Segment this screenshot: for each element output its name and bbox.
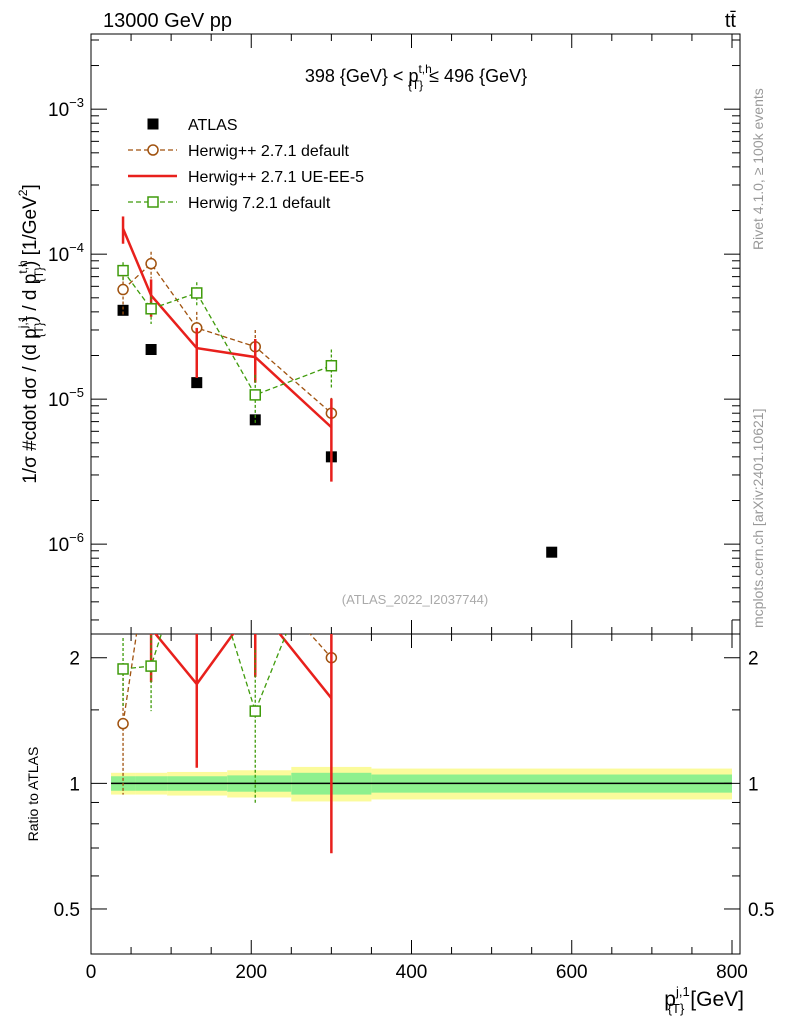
legend-label-herwig-7-2-1-default: Herwig 7.2.1 default	[188, 195, 331, 212]
x-tick-label: 800	[716, 962, 748, 983]
herwig-7-2-1-default-point	[145, 303, 157, 315]
y-axis-title: 1/σ #cdot dσ / (d pj,1{T}) / d pt,h {T}) …	[16, 184, 46, 484]
legend-marker-herwig-7-2-1-default	[147, 196, 159, 208]
herwig-7-2-1-default-point	[325, 359, 338, 372]
ratio-herwig-2-7-1-ue-ee-5-line	[153, 634, 333, 699]
y-axis-title-b-sub: {T}	[32, 267, 46, 282]
herwig-2-7-1-default-line	[122, 262, 332, 414]
main-marks-clip-group	[117, 216, 558, 558]
ratio-plot-marks	[117, 516, 338, 854]
process-label: tt̄	[725, 10, 737, 32]
ratio-tick-label-right: 0.5	[748, 900, 774, 921]
herwig-7-2-1-default-point	[249, 389, 262, 401]
atlas-data-point	[117, 304, 129, 316]
ratio-axis-title: Ratio to ATLAS	[25, 747, 41, 842]
ratio-tick-label-right: 1	[748, 774, 759, 795]
chart-title-post: ≤ 496 {GeV}	[429, 66, 527, 86]
y-axis-title-d: ]	[20, 184, 41, 189]
y-tick-label-exponent: −5	[69, 385, 84, 400]
ratio-herwig-2-7-1-default-line	[122, 634, 332, 724]
herwig-2-7-1-ue-ee-5-line	[121, 228, 333, 429]
y-axis-title-a: 1/σ #cdot dσ / (d p	[20, 328, 41, 483]
ratio-uncertainty-bands	[111, 766, 732, 802]
legend: ATLAS Herwig++ 2.7.1 default Herwig++ 2.7.…	[128, 117, 364, 212]
ratio-herwig-2-7-1-default-point	[146, 532, 156, 542]
legend-label-atlas: ATLAS	[188, 117, 238, 134]
ratio-tick-label: 1	[69, 774, 80, 795]
ratio-herwig-2-7-1-default-point	[117, 717, 129, 730]
ratio-herwig-7-2-1-default-line	[122, 634, 287, 714]
atlas-data-point	[546, 546, 558, 558]
herwig-7-2-1-default-point	[117, 264, 129, 277]
mcplots-label: mcplots.cern.ch [arXiv:2401.10621]	[750, 409, 766, 628]
legend-label-herwig-2-7-1-ue-ee-5: Herwig++ 2.7.1 UE-EE-5	[188, 169, 364, 186]
y-tick-label: 10−3	[48, 95, 84, 121]
y-axis-title-c: ) [1/GeV	[20, 196, 41, 267]
atlas-data-point	[191, 377, 203, 389]
ratio-herwig-2-7-1-default-point	[192, 621, 202, 631]
atlas-data-point	[145, 344, 157, 356]
legend-label-herwig-2-7-1-default: Herwig++ 2.7.1 default	[188, 143, 350, 160]
herwig-7-2-1-default-point	[191, 287, 203, 299]
y-tick-label-exponent: −4	[69, 240, 84, 255]
chart-title: 398 {GeV} < pt,h {T} ≤ 496 {GeV}	[305, 62, 527, 92]
ratio-plot-frame	[90, 633, 741, 955]
y-axis-title-a-sub: {T}	[32, 322, 46, 337]
y-tick-label: 10−5	[48, 385, 84, 411]
x-axis-title-sub: {T}	[668, 1001, 685, 1016]
x-axis-title-post: [GeV]	[690, 988, 744, 1011]
rivet-version-label: Rivet 4.1.0, ≥ 100k events	[750, 88, 766, 250]
ratio-herwig-7-2-1-default-point	[192, 518, 202, 528]
ratio-herwig-7-2-1-default-point	[117, 663, 129, 675]
ratio-herwig-7-2-1-default-point	[249, 705, 262, 717]
legend-marker-herwig-2-7-1-default	[147, 144, 159, 156]
y-tick-label-base: 10	[48, 535, 69, 556]
ratio-series-group	[117, 516, 338, 854]
x-tick-label: 600	[556, 962, 588, 983]
y-axis-title-b: ) / d p	[20, 274, 41, 323]
y-tick-label-base: 10	[48, 245, 69, 266]
y-tick-label-exponent: −3	[69, 95, 84, 110]
ratio-tick-label-right: 2	[748, 649, 759, 670]
y-tick-label-base: 10	[48, 100, 69, 121]
energy-label: 13000 GeV pp	[103, 10, 232, 32]
herwig-7-2-1-default-line	[122, 270, 332, 396]
ratio-tick-label: 2	[69, 649, 80, 670]
x-tick-label: 0	[86, 962, 97, 983]
y-axis-title-b-sup: t,h	[16, 260, 30, 273]
y-tick-label: 10−6	[48, 530, 84, 556]
atlas-data-point	[249, 414, 261, 426]
x-tick-label: 400	[396, 962, 428, 983]
herwig-2-7-1-default-point	[145, 257, 157, 270]
y-axis-title-a-sup: j,1	[16, 315, 30, 329]
x-axis-title: pj,1 {T} [GeV]	[664, 984, 744, 1016]
ratio-herwig-7-2-1-default-point	[326, 516, 336, 526]
y-tick-label-exponent: −6	[69, 530, 84, 545]
y-tick-label: 10−4	[48, 240, 84, 266]
legend-marker-atlas	[147, 118, 159, 130]
x-axis-title-sup: j,1	[675, 984, 690, 999]
ratio-herwig-2-7-1-default-point	[250, 568, 260, 578]
herwig-2-7-1-default-point	[117, 283, 129, 296]
analysis-id: (ATLAS_2022_I2037744)	[342, 592, 488, 607]
ratio-tick-label: 0.5	[54, 900, 80, 921]
ratio-herwig-7-2-1-default-point	[145, 660, 157, 672]
chart-title-pre: 398 {GeV} < p	[305, 66, 419, 86]
y-axis-title-c-sup: 2	[16, 189, 30, 196]
x-axis-title-pre: p	[664, 988, 676, 1011]
y-tick-label-base: 10	[48, 390, 69, 411]
chart-title-sub: {T}	[408, 78, 423, 92]
x-tick-label: 200	[235, 962, 267, 983]
chart-title-sup: t,h	[418, 62, 431, 76]
main-plot-marks	[117, 216, 558, 558]
